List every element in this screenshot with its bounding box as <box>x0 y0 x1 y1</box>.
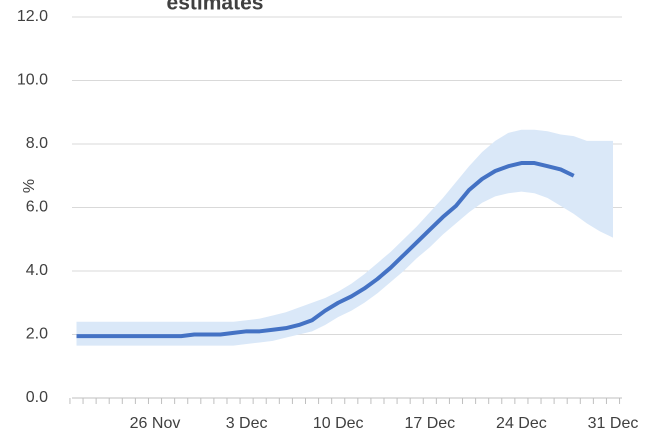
y-tick-label: 10.0 <box>17 72 48 89</box>
y-tick-label: 0.0 <box>26 389 48 406</box>
y-tick-label: 8.0 <box>26 135 48 152</box>
y-axis-label: % <box>21 179 38 193</box>
y-tick-label: 12.0 <box>17 8 48 25</box>
y-tick-label: 6.0 <box>26 199 48 216</box>
x-tick-label: 31 Dec <box>588 415 639 432</box>
line <box>76 161 575 339</box>
x-tick-label: 17 Dec <box>404 415 455 432</box>
y-tick-label: 2.0 <box>26 326 48 343</box>
x-tick-label: 3 Dec <box>226 415 268 432</box>
x-tick-label: 24 Dec <box>496 415 547 432</box>
x-tick-label: 26 Nov <box>130 415 181 432</box>
x-tick-label: 10 Dec <box>313 415 364 432</box>
chart-title: estimates <box>167 0 264 15</box>
y-tick-label: 4.0 <box>26 262 48 279</box>
